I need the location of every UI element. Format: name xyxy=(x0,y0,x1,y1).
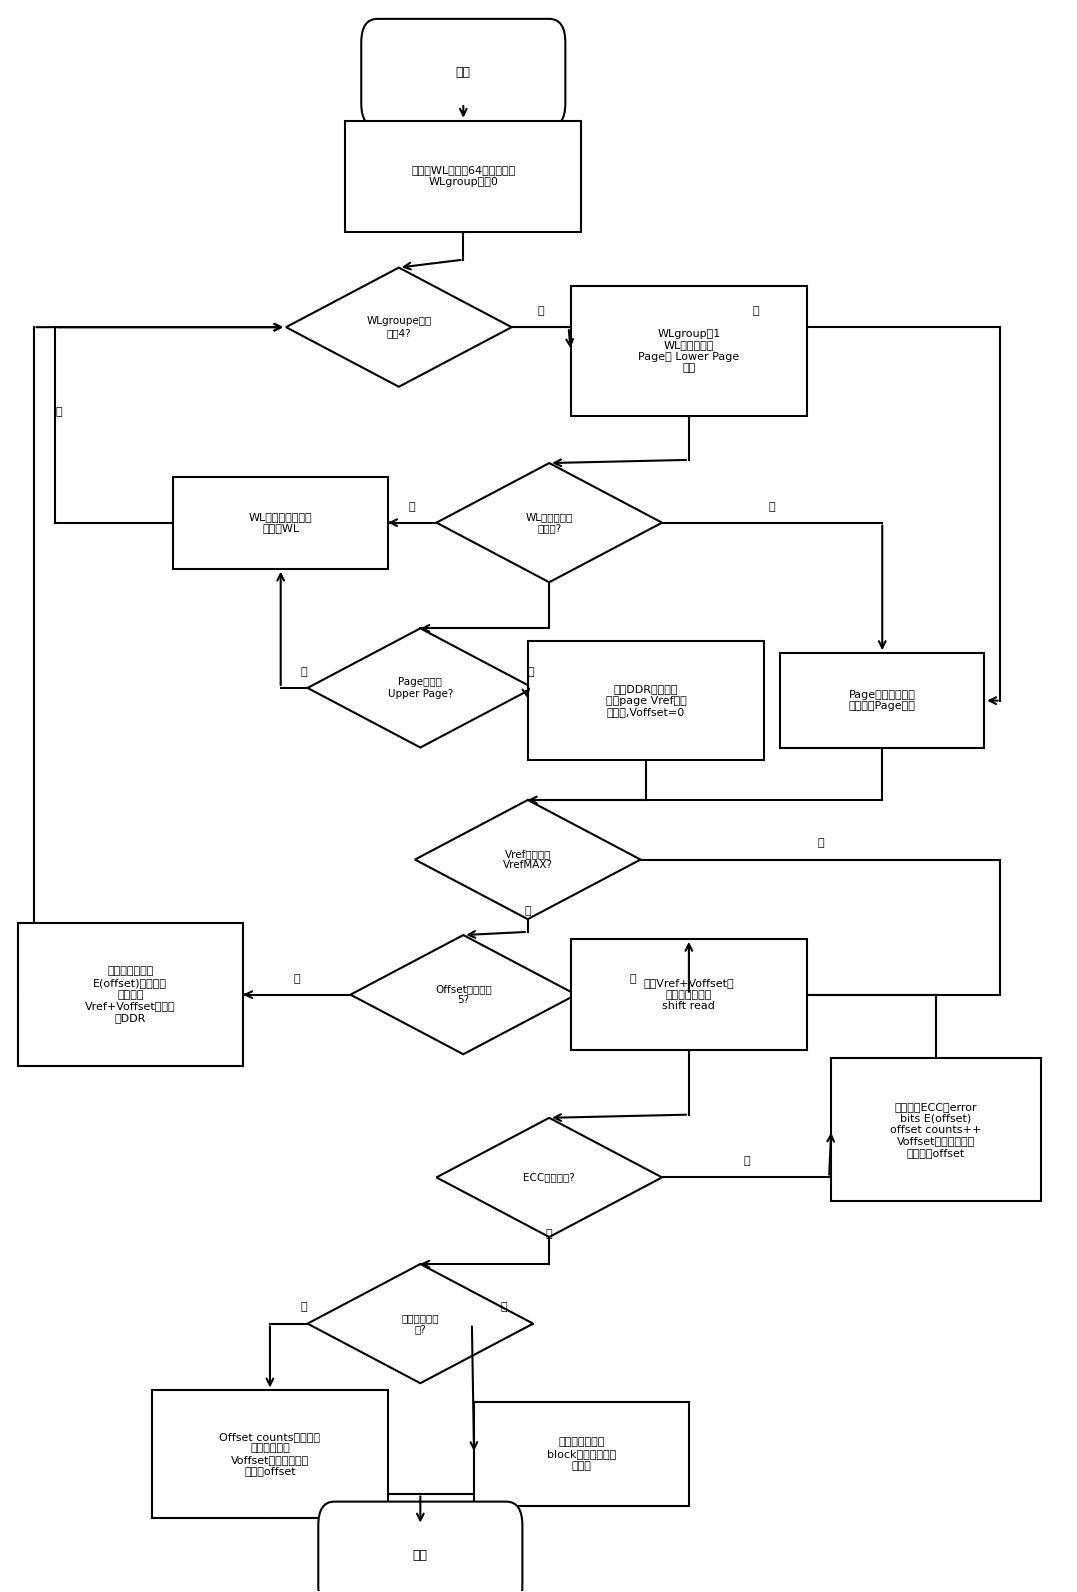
Polygon shape xyxy=(436,1118,662,1237)
Text: Offset次数小于
5?: Offset次数小于 5? xyxy=(435,984,492,1006)
Text: 是: 是 xyxy=(537,306,545,317)
Text: Offset counts清零然后
开启反向查找
Voffset等于下一个要
使用的offset: Offset counts清零然后 开启反向查找 Voffset等于下一个要 使… xyxy=(220,1431,321,1476)
Text: 否: 否 xyxy=(817,839,824,849)
Text: ECC校验通过?: ECC校验通过? xyxy=(523,1172,575,1183)
Text: Page等于下一个需
要执行的Page类型: Page等于下一个需 要执行的Page类型 xyxy=(849,689,915,712)
Polygon shape xyxy=(350,935,576,1054)
Bar xyxy=(571,939,807,1051)
Text: 否: 否 xyxy=(769,501,775,511)
Text: 是: 是 xyxy=(501,1302,507,1312)
Text: 是否为反向查
找?: 是否为反向查 找? xyxy=(402,1313,439,1334)
Text: 否: 否 xyxy=(300,1302,308,1312)
Text: 是: 是 xyxy=(743,1156,750,1167)
Text: 结束: 结束 xyxy=(412,1549,428,1562)
Text: 是: 是 xyxy=(524,906,531,915)
Polygon shape xyxy=(286,267,512,387)
Text: 获取DDR中保存的
当前page Vref对应
的数値,Voffset=0: 获取DDR中保存的 当前page Vref对应 的数値,Voffset=0 xyxy=(605,685,686,718)
Polygon shape xyxy=(308,1264,533,1383)
Text: WLgroup加1
WL等于第一页
Page从 Lower Page
开始: WLgroup加1 WL等于第一页 Page从 Lower Page 开始 xyxy=(639,328,740,374)
Text: Vref小于最大
VrefMAX?: Vref小于最大 VrefMAX? xyxy=(503,849,553,871)
Bar xyxy=(152,1390,388,1517)
Bar xyxy=(780,653,984,748)
Text: 开始: 开始 xyxy=(456,67,471,80)
Text: 是: 是 xyxy=(409,501,416,511)
Text: 是: 是 xyxy=(527,667,534,677)
Bar xyxy=(173,476,388,568)
Text: WL等于下一个需要
执行的WL: WL等于下一个需要 执行的WL xyxy=(249,513,312,533)
Text: WL是否到达最
后一个?: WL是否到达最 后一个? xyxy=(526,513,573,533)
Bar xyxy=(474,1403,689,1506)
Text: 否: 否 xyxy=(753,306,759,317)
Text: 是: 是 xyxy=(55,408,61,417)
Bar xyxy=(17,923,243,1067)
Bar xyxy=(528,642,764,761)
Text: 将所有WL均分成64组，初始化
WLgroup等于0: 将所有WL均分成64组，初始化 WLgroup等于0 xyxy=(411,166,516,186)
Bar xyxy=(831,1059,1040,1202)
Text: 是: 是 xyxy=(629,974,635,984)
Text: 比较记录的所有
E(offset)，找出最
小値，将
Vref+Voffset値保存
到DDR: 比较记录的所有 E(offset)，找出最 小値，将 Vref+Voffset値… xyxy=(85,966,176,1022)
Text: 否: 否 xyxy=(300,667,308,677)
Text: 记录当前ECC的error
bits E(offset)
offset counts++
Voffset等于下一个需
要使用的offset: 记录当前ECC的error bits E(offset) offset coun… xyxy=(891,1102,981,1157)
Text: WLgroupe是否
小于4?: WLgroupe是否 小于4? xyxy=(366,317,432,338)
Text: 记录错误，将该
block数据进行数据
移处理: 记录错误，将该 block数据进行数据 移处理 xyxy=(547,1438,616,1471)
Text: 否: 否 xyxy=(546,1229,553,1240)
Polygon shape xyxy=(308,629,533,748)
FancyBboxPatch shape xyxy=(319,1501,522,1592)
Bar xyxy=(571,287,807,416)
Polygon shape xyxy=(436,463,662,583)
Bar xyxy=(345,121,582,232)
Polygon shape xyxy=(415,799,641,919)
FancyBboxPatch shape xyxy=(361,19,565,127)
Text: 使用Vref+Voffset作
为参考电压进行
shift read: 使用Vref+Voffset作 为参考电压进行 shift read xyxy=(644,977,735,1011)
Text: Page是否为
Upper Page?: Page是否为 Upper Page? xyxy=(388,677,453,699)
Text: 否: 否 xyxy=(294,974,300,984)
